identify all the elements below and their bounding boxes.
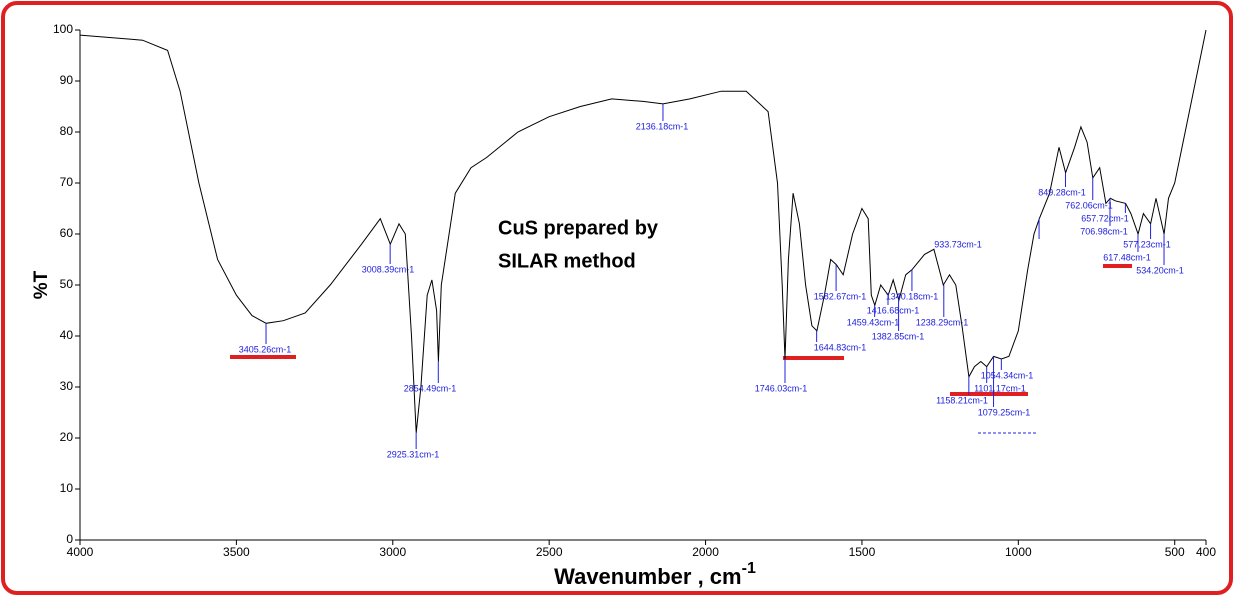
peak-label: 1238.29cm-1 [916,317,969,327]
x-tick-label: 1500 [849,545,876,559]
x-tick-label: 2000 [692,545,719,559]
peak-label: 1746.03cm-1 [755,383,808,393]
peak-label: 706.98cm-1 [1080,226,1128,236]
y-tick-label: 50 [60,277,74,291]
annotation: SILAR method [498,250,636,272]
peak-label: 762.06cm-1 [1065,200,1113,210]
peak-label: 1582.67cm-1 [814,291,867,301]
peak-label: 1079.25cm-1 [978,407,1031,417]
peak-label: 2854.49cm-1 [404,383,457,393]
peak-label: 657.72cm-1 [1081,213,1129,223]
y-tick-label: 80 [60,124,74,138]
spectrum-line [79,29,1207,433]
peak-label: 534.20cm-1 [1136,265,1184,275]
highlights [230,264,1132,396]
x-tick-label: 4000 [67,545,94,559]
y-axis-label: %T [31,270,52,299]
peak-label: 1101.17cm-1 [974,383,1026,393]
x-axis-label: Wavenumber , cm-1 [554,560,756,589]
x-tick-label: 3500 [223,545,250,559]
peak-label: 1340.18cm-1 [886,291,939,301]
peak-label: 3008.39cm-1 [362,264,415,274]
peak-label: 617.48cm-1 [1103,252,1151,262]
peak-label: 1644.83cm-1 [814,342,867,352]
y-tick-label: 0 [66,532,73,546]
peak-label: 577.23cm-1 [1123,239,1171,249]
annotation: CuS prepared by [498,217,659,239]
y-tick-label: 30 [60,379,74,393]
peak-label: 1054.34cm-1 [981,370,1034,380]
y-tick-label: 90 [60,73,74,87]
peak-label: 1416.68cm-1 [867,305,920,315]
peak-label: 933.73cm-1 [934,239,982,249]
x-tick-label: 3000 [379,545,406,559]
y-tick-label: 70 [60,175,74,189]
peak-label: 3405.26cm-1 [239,344,292,354]
x-tick-label: 1000 [1005,545,1032,559]
peak-label: 1158.21cm-1 [936,395,988,405]
peak-label: 2136.18cm-1 [636,121,689,131]
x-axis-label-sup: -1 [742,560,756,577]
x-tick-label: 2500 [536,545,563,559]
y-tick-label: 60 [60,226,74,240]
y-tick-label: 100 [53,22,73,36]
x-axis-label-text: Wavenumber , cm [554,564,741,589]
y-tick-label: 40 [60,328,74,342]
peak-label: 1382.85cm-1 [872,331,925,341]
y-tick-label: 20 [60,430,74,444]
x-tick-label: 400 [1196,545,1216,559]
y-tick-label: 10 [60,481,74,495]
x-tick-label: 500 [1165,545,1185,559]
peak-label: 2925.31cm-1 [387,449,440,459]
peak-label: 849.28cm-1 [1038,187,1086,197]
peak-label: 1459.43cm-1 [847,317,900,327]
